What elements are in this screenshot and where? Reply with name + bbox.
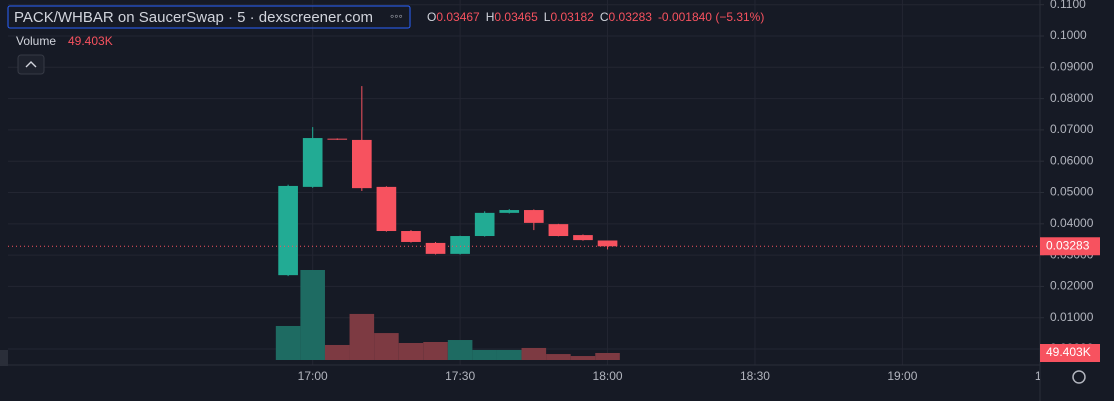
y-tick-label: 0.05000 [1050, 185, 1094, 199]
volume-bar [275, 325, 301, 360]
price-badge [1040, 237, 1100, 256]
y-tick-label: 0.1000 [1050, 28, 1087, 42]
ohlc-change: -0.001840 (−5.31%) [658, 10, 764, 24]
ohlc-value: 0.03182 [550, 10, 594, 24]
candle-body [376, 186, 397, 232]
y-tick-label: 0.02000 [1050, 279, 1094, 293]
volume-bar [374, 333, 399, 360]
ohlc-label: C [600, 10, 609, 24]
price-badge-label: 0.03283 [1046, 238, 1090, 252]
candle-body [474, 212, 495, 237]
y-tick-label: 0.06000 [1050, 153, 1094, 167]
ohlc-label: H [486, 10, 495, 24]
volume-bar [546, 354, 571, 360]
x-tick-label: 18:30 [740, 369, 770, 383]
volume-bar [521, 347, 547, 360]
candle-body [327, 138, 348, 140]
x-tick-label: 18:00 [593, 369, 623, 383]
y-tick-label: 0.09000 [1050, 59, 1094, 73]
ohlc-value: 0.03283 [609, 10, 653, 24]
chart-title: PACK/WHBAR on SaucerSwap · 5 · dexscreen… [14, 9, 373, 26]
volume-value: 49.403K [68, 34, 113, 48]
collapse-icon [25, 61, 37, 68]
candle-body [548, 224, 569, 237]
volume-label: Volume [16, 34, 56, 48]
volume-bar [447, 340, 473, 360]
volume-bar [496, 349, 522, 360]
volume-bar [423, 342, 448, 360]
candle-body [450, 236, 470, 254]
ohlc-legend: O 0.03467 H 0.03465 L 0.03182 C 0.03283 -0.00184… [427, 10, 764, 24]
candle-body [302, 138, 323, 187]
volume-badge [1040, 344, 1100, 362]
title-box[interactable] [7, 5, 411, 29]
y-tick-label: 0.07000 [1050, 122, 1094, 136]
y-tick-label: 0.08000 [1050, 91, 1094, 105]
candle-body [425, 242, 446, 254]
ohlc-value: 0.03465 [494, 10, 538, 24]
candle-body [278, 185, 298, 276]
candle-body [352, 139, 372, 189]
candle-body [499, 210, 520, 213]
y-tick-label: 0.1100 [1050, 0, 1086, 11]
volume-bar [349, 313, 375, 360]
volume-bar [398, 342, 424, 360]
side-tab[interactable] [0, 350, 8, 366]
y-tick-label: 0.04000 [1050, 216, 1094, 230]
candle-body [524, 210, 544, 223]
ohlc-label: L [544, 10, 551, 24]
x-tick-label: 17:30 [445, 369, 475, 383]
ohlc-label: O [427, 10, 436, 24]
x-tick-label: 19:00 [887, 369, 917, 383]
volume-bar [324, 344, 350, 360]
candle-body [401, 231, 421, 242]
volume-bar [570, 356, 596, 360]
candle-body [597, 240, 618, 247]
x-tick-label: 19:30 [1035, 369, 1065, 383]
volume-bar [300, 270, 325, 360]
volume-bar [472, 349, 497, 360]
settings-icon[interactable] [1072, 370, 1086, 384]
candle-body [573, 235, 593, 241]
volume-badge-label: 49.403K [1046, 345, 1091, 359]
collapse-button[interactable] [17, 54, 45, 75]
ohlc-value: 0.03467 [436, 10, 480, 24]
volume-bar [595, 352, 620, 360]
y-tick-label: 0.01000 [1050, 310, 1094, 324]
x-tick-label: 17:00 [298, 369, 328, 383]
more-icon[interactable]: ◦◦◦ [390, 9, 403, 23]
